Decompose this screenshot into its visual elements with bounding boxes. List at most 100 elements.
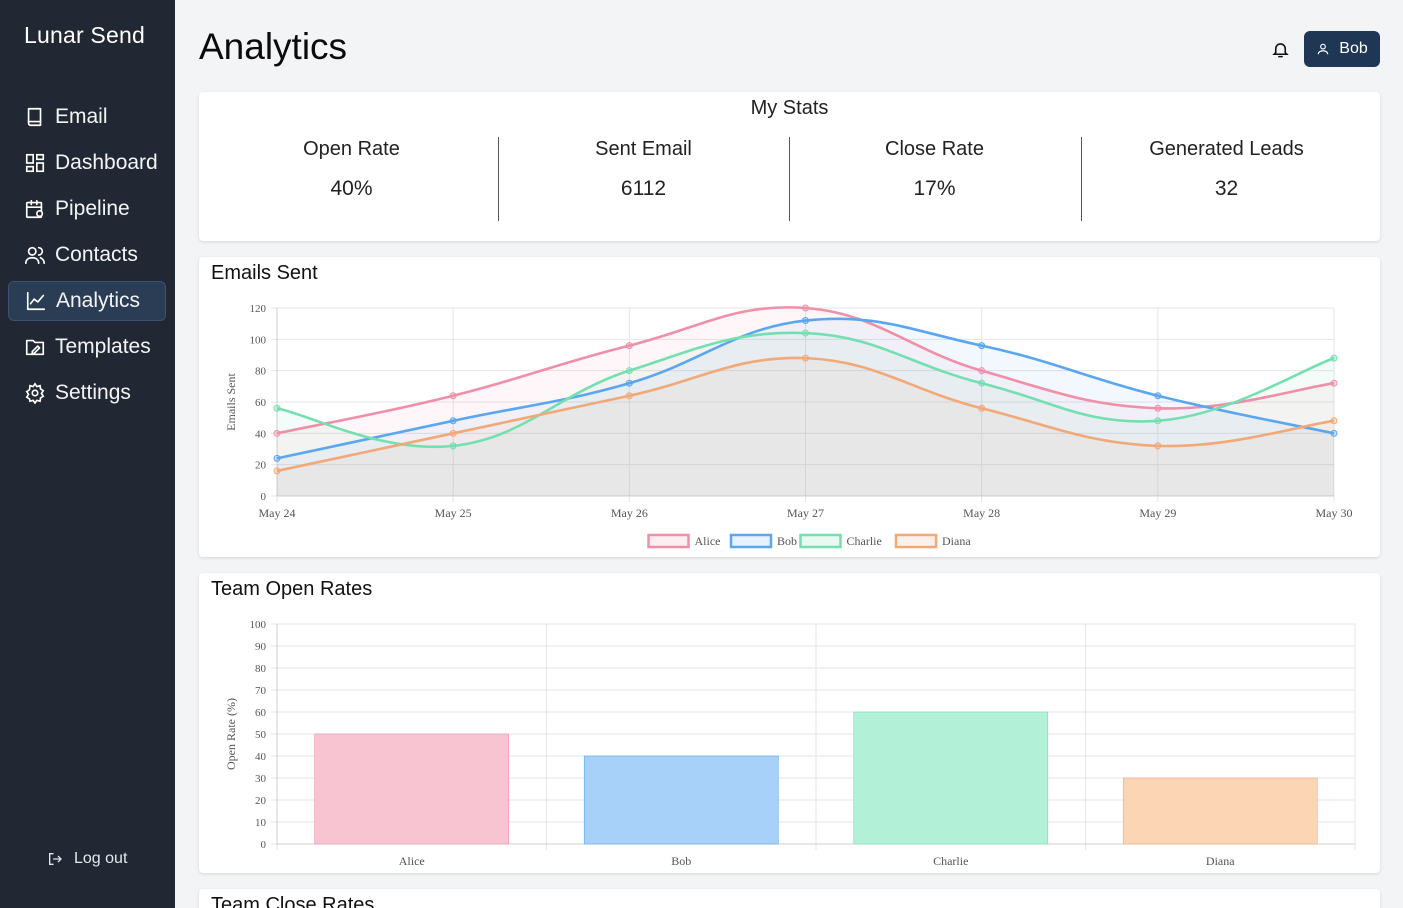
legend-label-diana: Diana xyxy=(942,534,971,548)
stat-label: Generated Leads xyxy=(1149,138,1304,160)
stat-label: Sent Email xyxy=(595,138,692,160)
legend-label-alice: Alice xyxy=(695,534,721,548)
page-title: Analytics xyxy=(199,26,348,67)
sidebar-item-contacts[interactable]: Contacts xyxy=(8,235,166,275)
user-icon xyxy=(1318,43,1329,55)
stat-generated-leads: Generated Leads 32 xyxy=(1081,138,1372,201)
data-point-diana xyxy=(978,404,986,412)
y-tick-label: 60 xyxy=(255,707,267,719)
sidebar-item-email[interactable]: Email xyxy=(8,97,166,137)
y-tick-label: 70 xyxy=(255,685,267,697)
chart-title: Emails Sent xyxy=(211,262,318,284)
legend-label-bob: Bob xyxy=(777,534,797,548)
y-tick-label: 20 xyxy=(255,795,267,807)
bell-icon[interactable] xyxy=(1271,40,1290,59)
y-tick-label: 0 xyxy=(261,839,267,851)
y-tick-label: 60 xyxy=(255,397,267,409)
stat-value: 32 xyxy=(1214,177,1239,200)
data-point-alice xyxy=(802,304,809,312)
legend-swatch-alice xyxy=(647,533,690,549)
team-open-rates-chart: 0 10 20 30 40 50 60 70 80 90 100 Open Rate (%) Alice… xyxy=(224,619,1356,868)
sidebar-item-pipeline[interactable]: Pipeline xyxy=(8,189,166,229)
sidebar-item-settings[interactable]: Settings xyxy=(8,373,166,413)
chart-title: Team Close Rates xyxy=(211,894,375,908)
stat-sent-email: Sent Email 6112 xyxy=(498,138,789,201)
data-point-charlie xyxy=(978,379,986,387)
user-menu-button[interactable]: Bob xyxy=(1304,31,1380,67)
data-point-charlie xyxy=(273,404,281,412)
data-point-alice xyxy=(625,342,633,350)
data-point-diana xyxy=(1154,442,1162,450)
legend-swatch-charlie xyxy=(799,533,842,549)
data-point-bob xyxy=(273,454,281,462)
users-icon xyxy=(25,246,45,265)
data-point-diana xyxy=(1330,417,1338,425)
y-tick-label: 40 xyxy=(255,751,267,763)
y-tick-label: 120 xyxy=(250,303,267,315)
x-tick-label: Charlie xyxy=(933,854,968,868)
logout-label: Log out xyxy=(74,850,128,867)
line-chart-icon xyxy=(26,291,46,311)
y-axis-label: Emails Sent xyxy=(224,373,238,431)
data-point-alice xyxy=(1154,404,1162,412)
legend-swatch-bob xyxy=(729,533,773,549)
data-point-alice xyxy=(1330,379,1338,387)
data-point-bob xyxy=(802,317,809,325)
sidebar-item-label: Templates xyxy=(55,335,151,358)
stat-label: Close Rate xyxy=(885,138,984,160)
emails-sent-card: Emails Sent 0 20 40 60 80 100 120 May 24 May 25 M… xyxy=(199,257,1380,557)
bar-alice xyxy=(314,733,510,845)
x-tick-label: May 27 xyxy=(787,506,824,520)
data-point-diana xyxy=(273,467,281,475)
sidebar-nav: Email Dashboard Pipeline Contacts Analyt… xyxy=(8,97,166,419)
stat-divider xyxy=(498,137,499,221)
my-stats-card: My Stats Open Rate 40% Sent Email 6112 C… xyxy=(199,92,1380,241)
data-point-bob xyxy=(625,379,633,387)
stat-value: 17% xyxy=(913,177,956,200)
data-point-diana xyxy=(802,354,809,362)
bar-diana xyxy=(1122,777,1318,845)
series-line-charlie xyxy=(276,331,1335,449)
user-name: Bob xyxy=(1339,40,1368,57)
legend-label-charlie: Charlie xyxy=(847,534,882,548)
sidebar-item-templates[interactable]: Templates xyxy=(8,327,166,367)
stats-title: My Stats xyxy=(750,97,829,119)
sidebar-item-dashboard[interactable]: Dashboard xyxy=(8,143,166,183)
data-point-alice xyxy=(449,392,457,400)
series-line-bob xyxy=(276,317,1335,460)
data-point-alice xyxy=(273,429,281,437)
emails-sent-chart: 0 20 40 60 80 100 120 May 24 May 25 May 26 May 27 M… xyxy=(224,303,1353,549)
y-tick-label: 40 xyxy=(255,428,267,440)
y-tick-label: 30 xyxy=(255,773,267,785)
app-logo-text: Lunar Send xyxy=(24,22,145,48)
sidebar-item-label: Email xyxy=(55,105,108,128)
data-point-bob xyxy=(449,417,457,425)
chart-title: Team Open Rates xyxy=(211,578,373,600)
sidebar-item-label: Pipeline xyxy=(55,197,130,220)
legend-swatch-diana xyxy=(894,533,938,549)
x-tick-label: May 25 xyxy=(435,506,472,520)
sidebar-item-label: Settings xyxy=(55,381,131,404)
folder-edit-icon xyxy=(25,339,45,356)
gear-icon xyxy=(25,382,45,404)
data-point-charlie xyxy=(449,442,457,450)
bar-charlie xyxy=(853,711,1049,845)
data-point-diana xyxy=(449,429,457,437)
x-tick-label: Bob xyxy=(671,854,691,868)
y-tick-label: 90 xyxy=(255,641,267,653)
team-open-rates-card: Team Open Rates 0 10 20 30 40 50 60 70 80 90 100 Op… xyxy=(199,573,1380,873)
y-tick-label: 50 xyxy=(255,729,267,741)
data-point-charlie xyxy=(802,329,809,337)
series-area-diana xyxy=(277,357,1334,496)
team-close-rates-card: Team Close Rates xyxy=(199,889,1380,908)
stat-value: 40% xyxy=(330,177,373,200)
series-line-diana xyxy=(276,356,1335,473)
book-icon xyxy=(27,107,42,127)
stat-open-rate: Open Rate 40% xyxy=(206,138,497,201)
logout-button[interactable]: Log out xyxy=(47,850,127,868)
x-tick-label: Alice xyxy=(399,854,425,868)
y-tick-label: 80 xyxy=(255,663,267,675)
grid-icon xyxy=(25,153,45,173)
stat-close-rate: Close Rate 17% xyxy=(789,138,1080,201)
sidebar-item-analytics[interactable]: Analytics xyxy=(8,281,166,321)
